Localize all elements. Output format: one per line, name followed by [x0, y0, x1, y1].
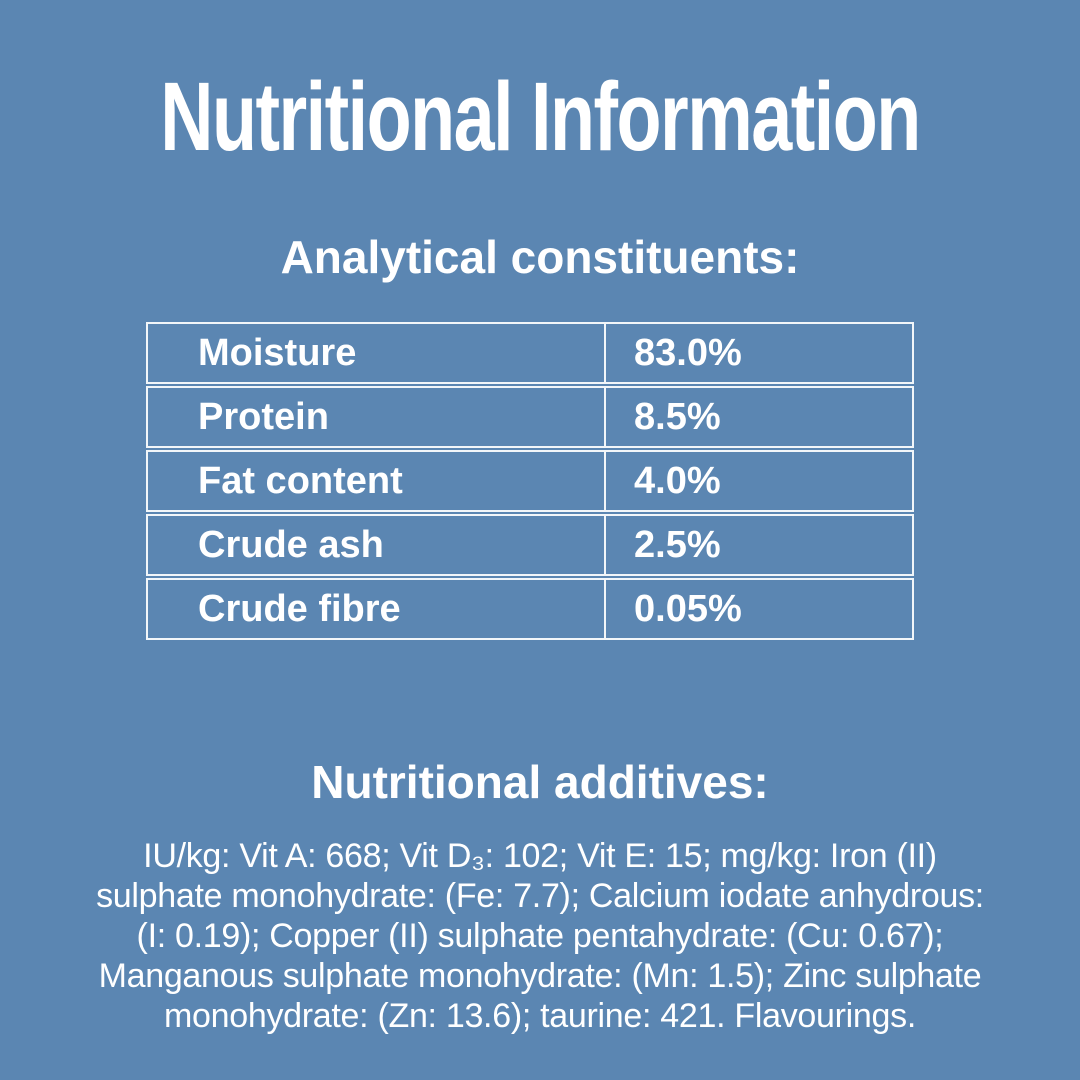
nutrient-value: 0.05%	[604, 580, 912, 638]
nutritional-additives-heading: Nutritional additives:	[311, 756, 769, 808]
nutrient-label: Protein	[198, 395, 329, 438]
nutrient-label: Crude fibre	[198, 587, 401, 630]
nutrient-value: 83.0%	[604, 324, 912, 382]
table-row: Protein 8.5%	[146, 386, 914, 448]
nutritional-additives-text: IU/kg: Vit A: 668; Vit D₃: 102; Vit E: 1…	[0, 836, 1080, 1036]
nutrient-value: 2.5%	[604, 516, 912, 574]
analytical-constituents-heading: Analytical constituents:	[280, 231, 800, 283]
table-row: Moisture 83.0%	[146, 322, 914, 384]
additives-line: (I: 0.19); Copper (II) sulphate pentahyd…	[136, 917, 944, 955]
additives-line: IU/kg: Vit A: 668; Vit D₃: 102; Vit E: 1…	[143, 837, 937, 875]
nutrient-label: Crude ash	[198, 523, 384, 566]
nutrient-label: Moisture	[198, 331, 357, 374]
table-row: Fat content 4.0%	[146, 450, 914, 512]
table-row: Crude fibre 0.05%	[146, 578, 914, 640]
analytical-constituents-table: Moisture 83.0% Protein 8.5% Fat content …	[146, 322, 914, 640]
nutrient-value: 8.5%	[604, 388, 912, 446]
additives-line: Manganous sulphate monohydrate: (Mn: 1.5…	[98, 957, 982, 995]
additives-line: monohydrate: (Zn: 13.6); taurine: 421. F…	[164, 997, 916, 1035]
nutrient-value: 4.0%	[604, 452, 912, 510]
table-row: Crude ash 2.5%	[146, 514, 914, 576]
additives-line: sulphate monohydrate: (Fe: 7.7); Calcium…	[96, 877, 984, 915]
page-title: Nutritional Information	[160, 62, 921, 171]
nutrient-label: Fat content	[198, 459, 403, 502]
